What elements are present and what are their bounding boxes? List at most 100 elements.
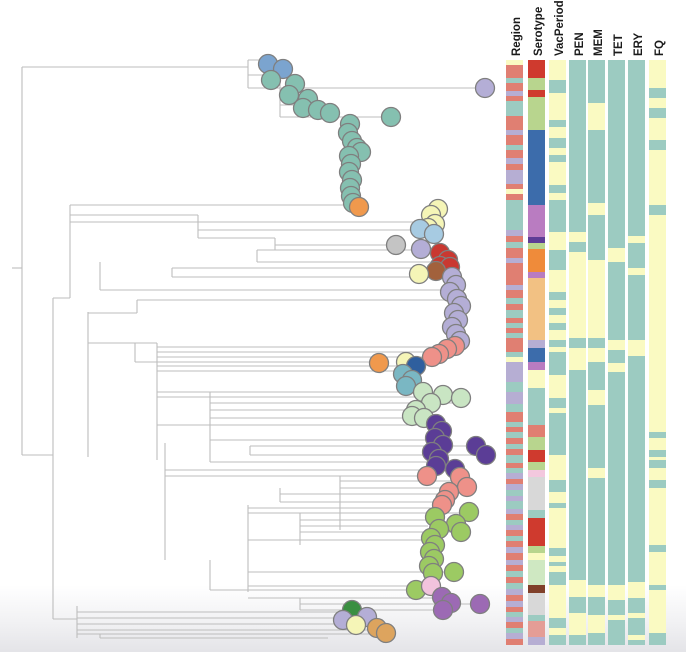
tip-node-teal[interactable] (380, 106, 402, 128)
heatmap-cell-region (506, 338, 523, 352)
heatmap-cell-serotype (528, 237, 545, 243)
heatmap-cell-region (506, 382, 523, 392)
tip-node-apple[interactable] (443, 561, 465, 583)
heatmap-cell-region (506, 612, 523, 617)
heatmap-cell-tet (608, 600, 625, 615)
heatmap-cell-pen (569, 252, 586, 338)
heatmap-cell-ery (628, 598, 645, 613)
heatmap-cell-region (506, 468, 523, 473)
heatmap-cell-vacperiod (549, 270, 566, 292)
heatmap-cell-serotype (528, 553, 545, 560)
tip-node-mpurple[interactable] (432, 599, 454, 621)
heatmap-cell-region (506, 357, 523, 362)
heatmap-cell-region (506, 449, 523, 455)
tip-node-orange[interactable] (348, 196, 370, 218)
heatmap-cell-region (506, 310, 523, 318)
heatmap-cell-vacperiod (549, 162, 566, 185)
heatmap-cell-tet (608, 363, 625, 372)
tip-node-lav[interactable] (474, 77, 496, 99)
heatmap-cell-fq (649, 205, 666, 215)
heatmap-cell-region (506, 530, 523, 536)
heatmap-cell-tet (608, 60, 625, 248)
heatmap-cell-region (506, 560, 523, 565)
heatmap-cell-ery (628, 60, 645, 236)
tip-node-lav[interactable] (410, 238, 432, 260)
heatmap-cell-pen (569, 242, 586, 252)
heatmap-cell-region (506, 432, 523, 438)
column-header-tet: TET (613, 34, 625, 56)
tip-node-gray[interactable] (385, 234, 407, 256)
heatmap-cell-region (506, 130, 523, 135)
heatmap-cell-region (506, 479, 523, 484)
heatmap-cell-vacperiod (549, 503, 566, 508)
tip-node-teal[interactable] (278, 84, 300, 106)
tip-node-teal[interactable] (260, 69, 282, 91)
heatmap-cell-region (506, 455, 523, 463)
tip-node-cyan[interactable] (395, 375, 417, 397)
heatmap-cell-vacperiod (549, 618, 566, 628)
heatmap-cell-region (506, 318, 523, 323)
heatmap-cell-fq (649, 108, 666, 118)
heatmap-cell-vacperiod (549, 585, 566, 618)
heatmap-cell-region (506, 258, 523, 263)
heatmap-cell-region (506, 607, 523, 612)
tip-node-payel[interactable] (408, 263, 430, 285)
heatmap-cell-region (506, 83, 523, 91)
heatmap-cell-fq (649, 488, 666, 545)
tip-node-apple[interactable] (458, 501, 480, 523)
heatmap-cell-mem (588, 260, 605, 338)
heatmap-cell-vacperiod (549, 185, 566, 193)
heatmap-cell-mem (588, 405, 605, 468)
tip-node-salmon[interactable] (416, 465, 438, 487)
heatmap-cell-region (506, 422, 523, 427)
heatmap-cell-region (506, 490, 523, 496)
heatmap-cell-serotype (528, 340, 545, 348)
heatmap-cell-pen (569, 597, 586, 613)
heatmap-cell-serotype (528, 450, 545, 462)
heatmap-cell-mem (588, 348, 605, 362)
heatmap-cell-serotype (528, 205, 545, 237)
tree-tip-nodes[interactable] (257, 53, 497, 644)
heatmap-cell-pen (569, 613, 586, 635)
heatmap-cell-region (506, 200, 523, 230)
heatmap-cell-serotype (528, 272, 545, 278)
heatmap-cell-vacperiod (549, 398, 566, 408)
heatmap-cell-region (506, 438, 523, 444)
heatmap-cell-fq (649, 480, 666, 488)
column-header-region: Region (511, 17, 523, 56)
tip-node-tan[interactable] (375, 622, 397, 644)
heatmap-cell-pen (569, 232, 586, 242)
heatmap-cell-mem (588, 585, 605, 597)
heatmap-cell-region (506, 65, 523, 78)
tip-node-mint[interactable] (450, 387, 472, 409)
tip-node-payel[interactable] (345, 614, 367, 636)
tip-node-teal[interactable] (319, 102, 341, 124)
tip-node-dkpurple[interactable] (475, 444, 497, 466)
heatmap-cell-serotype (528, 97, 545, 130)
tip-node-salmon[interactable] (421, 346, 443, 368)
heatmap-cell-tet (608, 620, 625, 645)
heatmap-cell-region (506, 135, 523, 145)
heatmap-cell-ery (628, 243, 645, 268)
heatmap-cell-region (506, 194, 523, 200)
heatmap-cell-vacperiod (549, 635, 566, 645)
metadata-heatmap (506, 60, 666, 645)
heatmap-cell-ery (628, 640, 645, 645)
tip-node-mpurple[interactable] (469, 593, 491, 615)
heatmap-cell-pen (569, 580, 586, 597)
column-header-fq: FQ (654, 40, 666, 56)
tip-node-salmon[interactable] (456, 476, 478, 498)
heatmap-cell-ery (628, 275, 645, 340)
heatmap-cell-mem (588, 478, 605, 585)
heatmap-cell-serotype (528, 518, 545, 546)
heatmap-cell-serotype (528, 477, 545, 510)
tip-node-apple[interactable] (450, 521, 472, 543)
heatmap-cell-region (506, 463, 523, 468)
tip-node-ltblue[interactable] (423, 223, 445, 245)
heatmap-cell-region (506, 571, 523, 577)
heatmap-cell-vacperiod (549, 628, 566, 635)
heatmap-cell-region (506, 248, 523, 258)
heatmap-cell-serotype (528, 585, 545, 593)
heatmap-cell-region (506, 236, 523, 242)
tip-node-orange[interactable] (368, 352, 390, 374)
